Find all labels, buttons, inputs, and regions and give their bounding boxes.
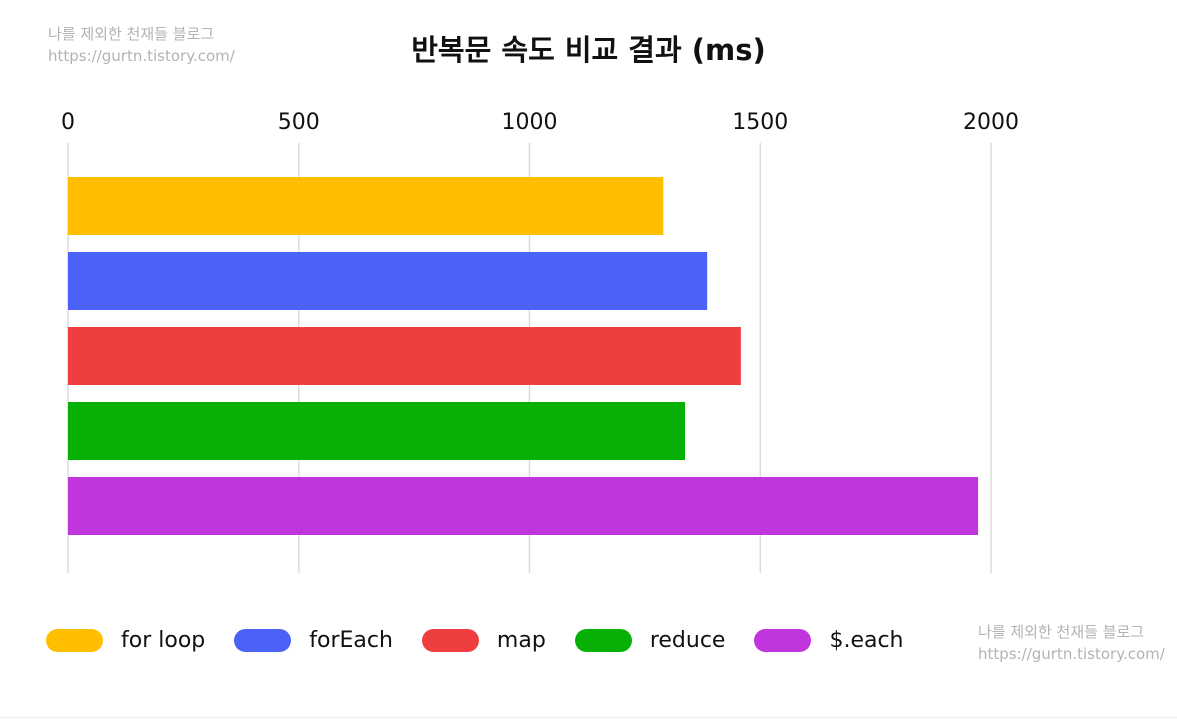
watermark-url: https://gurtn.tistory.com/ <box>978 645 1165 663</box>
legend-swatch <box>754 629 812 652</box>
legend: for loop forEach map reduce $.each <box>46 628 933 653</box>
x-tick-label: 1500 <box>732 110 788 135</box>
legend-item: map <box>421 628 546 653</box>
chart-title: 반복문 속도 비교 결과 (ms) <box>411 33 766 67</box>
watermark-bottom: 나를 제외한 천재들 블로그 https://gurtn.tistory.com… <box>978 621 1165 665</box>
watermark-url: https://gurtn.tistory.com/ <box>48 47 235 65</box>
bar-foreach <box>68 252 708 310</box>
legend-swatch <box>46 629 103 652</box>
legend-item: forEach <box>234 628 393 653</box>
legend-swatch <box>234 629 292 652</box>
x-tick-label: 500 <box>278 110 320 135</box>
x-tick-label: 2000 <box>963 110 1019 135</box>
x-axis-ticks: 0 500 1000 1500 2000 <box>61 110 1019 135</box>
watermark-top: 나를 제외한 천재들 블로그 https://gurtn.tistory.com… <box>48 23 235 67</box>
bar-chart: 0 500 1000 1500 2000 <box>61 110 1019 573</box>
bars <box>68 177 979 535</box>
bar-each <box>68 477 979 535</box>
bar-map <box>68 327 741 385</box>
legend-item: $.each <box>754 628 904 653</box>
legend-label: map <box>496 628 546 653</box>
legend-swatch <box>421 629 479 652</box>
legend-label: forEach <box>309 628 393 653</box>
legend-item: for loop <box>46 628 205 653</box>
legend-swatch <box>574 629 632 652</box>
x-tick-label: 1000 <box>502 110 558 135</box>
watermark-blog-name: 나를 제외한 천재들 블로그 <box>48 25 215 43</box>
legend-label: for loop <box>121 628 206 653</box>
legend-item: reduce <box>574 628 726 653</box>
bar-reduce <box>68 402 686 460</box>
bar-for-loop <box>68 177 664 235</box>
watermark-blog-name: 나를 제외한 천재들 블로그 <box>978 623 1145 641</box>
bottom-divider <box>0 717 1177 718</box>
x-tick-label: 0 <box>61 110 75 135</box>
legend-label: reduce <box>649 628 726 653</box>
legend-label: $.each <box>829 628 904 653</box>
